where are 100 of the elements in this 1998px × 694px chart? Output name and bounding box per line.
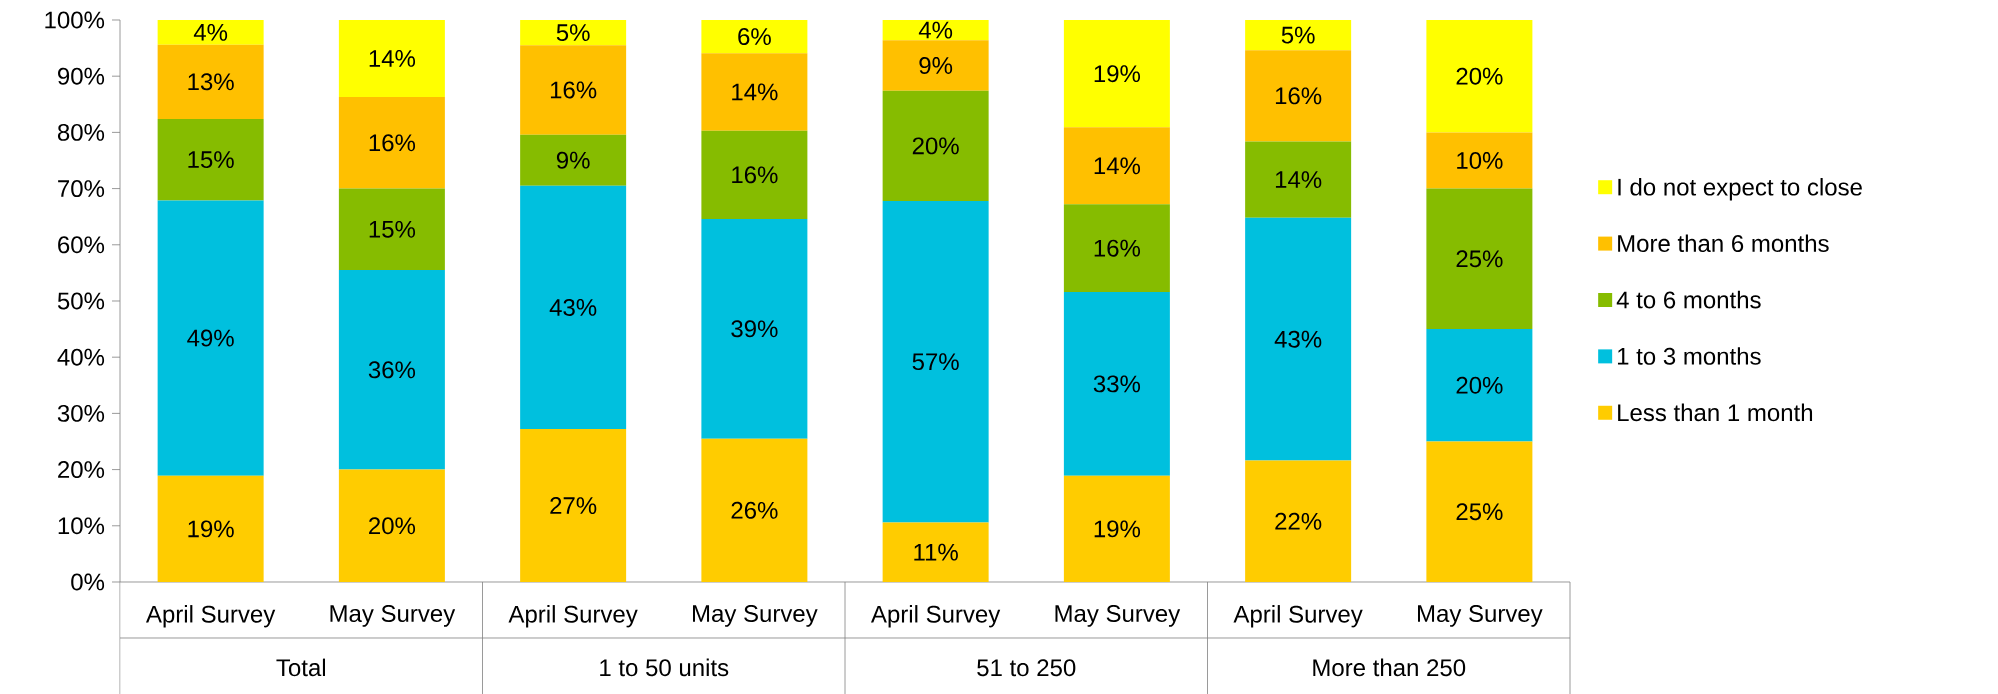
data-label: 9% (919, 57, 953, 74)
legend-label: Less than 1 month (1618, 403, 1813, 422)
bar (1426, 188, 1533, 330)
y-tick-label: 60% (58, 236, 105, 254)
bar (1426, 329, 1533, 442)
bar (157, 44, 264, 119)
bar (157, 118, 264, 201)
data-label: 4% (918, 21, 953, 39)
bar (157, 19, 264, 45)
y-tick-label: 20% (58, 461, 105, 479)
bar (1245, 19, 1352, 51)
bar (157, 200, 264, 476)
data-label: 15% (188, 151, 234, 169)
text: 51 to 250 (977, 659, 1076, 677)
data-label: 26% (731, 501, 778, 519)
y-tick-label: 0% (71, 573, 105, 591)
bar (520, 185, 627, 430)
x-tick-label: April Survey (1233, 605, 1363, 628)
text: Total (276, 658, 326, 677)
legend-label: I do not expect to close (1618, 178, 1862, 201)
data-label: 15% (369, 220, 416, 238)
bar (882, 200, 989, 523)
data-label: 57% (912, 353, 959, 371)
bar (520, 429, 627, 582)
y-tick-label: 10% (58, 517, 105, 535)
data-label: 14% (732, 83, 778, 101)
data-label: 43% (549, 298, 597, 316)
bar (701, 19, 808, 54)
data-label: 49% (187, 329, 234, 347)
data-label: 19% (1094, 520, 1141, 538)
data-label: 20% (1456, 67, 1503, 85)
bar (1245, 460, 1352, 582)
data-label: 19% (188, 520, 234, 538)
data-label: 39% (731, 320, 778, 338)
data-label: 20% (1456, 376, 1503, 394)
bar (520, 19, 627, 46)
data-label: 22% (1275, 512, 1322, 530)
text: 1 to 50 units (600, 658, 729, 677)
bar (701, 53, 808, 131)
y-tick-label: 90% (58, 67, 105, 85)
data-label: 14% (1094, 157, 1141, 175)
data-label: 6% (738, 28, 771, 46)
bar (882, 19, 989, 41)
bar (1426, 19, 1533, 133)
data-label: 27% (550, 497, 597, 514)
bar (1245, 50, 1352, 142)
x-tick-label: April Survey (870, 605, 1001, 628)
bar (520, 134, 627, 186)
y-tick-label: 40% (57, 348, 105, 366)
data-label: 25% (1456, 250, 1503, 268)
text: More than 250 (1313, 658, 1466, 677)
data-label: 16% (369, 134, 416, 152)
data-label: 25% (1456, 503, 1503, 521)
data-label: 16% (1275, 87, 1322, 105)
x-tick-label: May Survey (330, 605, 456, 627)
bar (520, 45, 627, 135)
data-label: 20% (912, 137, 959, 155)
bar (338, 19, 445, 97)
y-tick-label: 80% (57, 123, 105, 141)
data-label: 5% (556, 24, 590, 42)
bar (701, 218, 808, 439)
data-label: 16% (732, 166, 778, 184)
data-label: 9% (556, 151, 590, 169)
bar (338, 96, 445, 189)
bar (1063, 475, 1170, 582)
bar (1063, 19, 1170, 128)
data-label: 33% (1093, 375, 1141, 393)
x-tick-label: May Survey (1055, 605, 1181, 627)
y-tick-label: 100% (45, 11, 105, 29)
bar (1245, 141, 1352, 218)
bar (882, 522, 989, 582)
data-label: 43% (1274, 330, 1322, 348)
data-label: 19% (1094, 65, 1141, 83)
bar (1063, 204, 1170, 292)
bar (338, 188, 445, 271)
data-label: 16% (1094, 239, 1141, 257)
bar (1063, 291, 1170, 476)
legend-label: More than 6 months (1618, 234, 1829, 253)
y-tick-label: 50% (57, 292, 105, 310)
bar (701, 438, 808, 582)
data-label: 16% (550, 81, 597, 99)
legend-label: 4 to 6 months (1616, 290, 1761, 309)
x-tick-label: April Survey (508, 605, 638, 628)
data-label: 5% (1281, 26, 1315, 44)
y-tick-label: 30% (57, 404, 105, 422)
bar (338, 270, 445, 470)
bar (1426, 132, 1533, 189)
bar (157, 475, 264, 582)
data-label: 4% (193, 23, 228, 41)
bar (1426, 441, 1533, 582)
data-label: 20% (369, 517, 416, 535)
data-label: 14% (1275, 171, 1322, 188)
data-label: 13% (188, 73, 234, 91)
x-tick-label: May Survey (693, 605, 818, 627)
bar (701, 130, 808, 219)
legend-label: 1 to 3 months (1617, 347, 1761, 365)
data-label: 11% (914, 543, 958, 561)
x-tick-label: May Survey (1418, 605, 1543, 627)
data-label: 36% (368, 361, 416, 379)
bar (1063, 127, 1170, 205)
